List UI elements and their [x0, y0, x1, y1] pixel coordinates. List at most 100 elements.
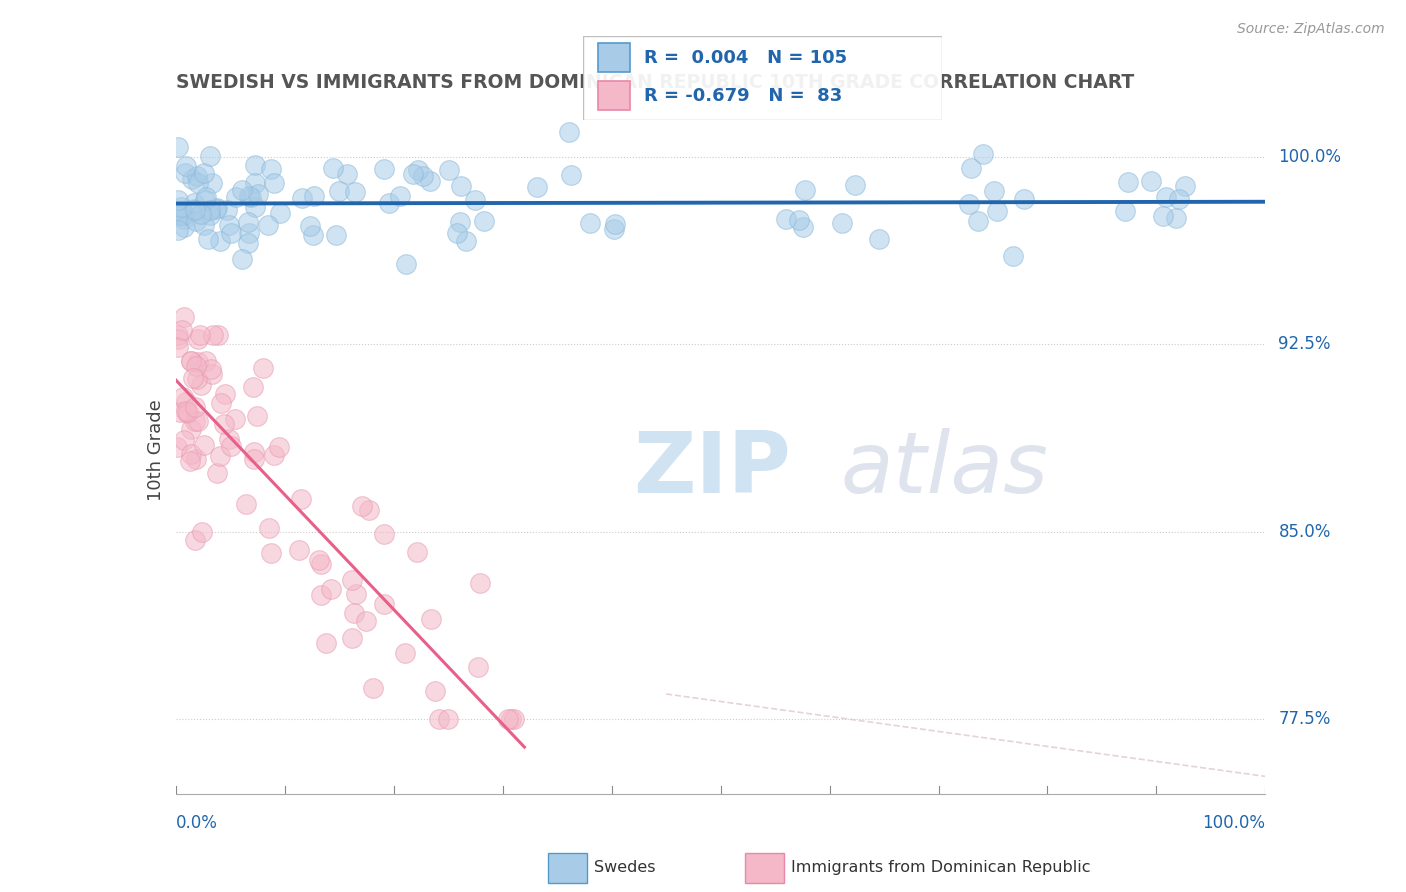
Text: 85.0%: 85.0% [1278, 523, 1331, 541]
Text: 100.0%: 100.0% [1202, 814, 1265, 832]
Point [174, 165, 197, 179]
Point [831, 216, 853, 230]
Point [225, 190, 247, 204]
Point [174, 395, 197, 409]
Point [356, 614, 378, 628]
Point [198, 202, 221, 217]
Point [498, 712, 520, 726]
Point [238, 227, 260, 241]
Point [184, 214, 207, 228]
Point [344, 587, 367, 601]
Point [187, 414, 209, 428]
Point [238, 189, 260, 203]
Point [207, 466, 229, 480]
Point [472, 214, 495, 228]
Point [260, 162, 283, 177]
Point [186, 451, 208, 466]
Point [259, 546, 281, 560]
Point [201, 176, 224, 190]
Point [197, 232, 219, 246]
Point [183, 196, 205, 211]
Point [183, 533, 205, 547]
Point [187, 176, 209, 190]
Point [449, 215, 471, 229]
Point [243, 452, 266, 467]
Point [288, 543, 311, 558]
Point [167, 207, 190, 221]
Point [412, 169, 434, 184]
Point [180, 354, 202, 368]
FancyBboxPatch shape [548, 853, 588, 883]
Point [187, 354, 209, 368]
Point [193, 438, 215, 452]
Point [184, 401, 207, 415]
Point [201, 327, 224, 342]
Point [219, 227, 242, 241]
Point [236, 215, 259, 229]
Text: 92.5%: 92.5% [1278, 335, 1331, 353]
Point [423, 684, 446, 698]
Point [467, 660, 489, 674]
Point [231, 183, 253, 197]
Point [792, 219, 814, 234]
Point [212, 417, 235, 432]
Text: atlas: atlas [841, 427, 1049, 511]
Point [173, 434, 195, 448]
Point [190, 207, 212, 221]
Y-axis label: 10th Grade: 10th Grade [146, 400, 165, 501]
Point [269, 206, 291, 220]
Point [246, 409, 269, 423]
Point [1154, 190, 1177, 204]
Point [263, 448, 285, 462]
Point [187, 332, 209, 346]
Point [181, 171, 204, 186]
Point [218, 432, 240, 446]
Point [342, 631, 364, 645]
Text: Swedes: Swedes [595, 861, 655, 875]
Point [180, 447, 202, 461]
Point [167, 340, 190, 354]
Point [193, 218, 215, 232]
Point [868, 232, 890, 246]
Point [186, 169, 208, 183]
Point [966, 214, 988, 228]
Point [167, 140, 190, 154]
Point [252, 361, 274, 376]
Point [173, 211, 195, 226]
Point [205, 202, 228, 217]
Point [972, 147, 994, 161]
Point [343, 607, 366, 621]
Point [957, 197, 980, 211]
Point [605, 217, 627, 231]
Point [200, 208, 222, 222]
Point [986, 204, 1008, 219]
Point [983, 184, 1005, 198]
Point [231, 252, 253, 266]
Point [352, 500, 374, 514]
Point [343, 186, 366, 200]
Point [373, 162, 395, 177]
Point [224, 412, 246, 426]
Point [172, 322, 194, 336]
Point [257, 218, 280, 232]
Point [198, 149, 221, 163]
Point [176, 404, 198, 418]
Point [1114, 204, 1136, 219]
Point [209, 395, 232, 409]
Point [394, 646, 416, 660]
Point [446, 226, 468, 240]
Point [325, 228, 347, 243]
Point [167, 204, 190, 219]
Text: SWEDISH VS IMMIGRANTS FROM DOMINICAN REPUBLIC 10TH GRADE CORRELATION CHART: SWEDISH VS IMMIGRANTS FROM DOMINICAN REP… [176, 72, 1135, 92]
Point [240, 190, 263, 204]
Point [298, 219, 321, 234]
Point [960, 161, 983, 176]
Point [526, 180, 548, 194]
Point [184, 359, 207, 374]
Point [373, 598, 395, 612]
Text: R =  0.004   N = 105: R = 0.004 N = 105 [644, 49, 848, 67]
Point [245, 158, 267, 172]
Point [468, 575, 491, 590]
Point [172, 390, 194, 404]
Point [184, 203, 207, 218]
